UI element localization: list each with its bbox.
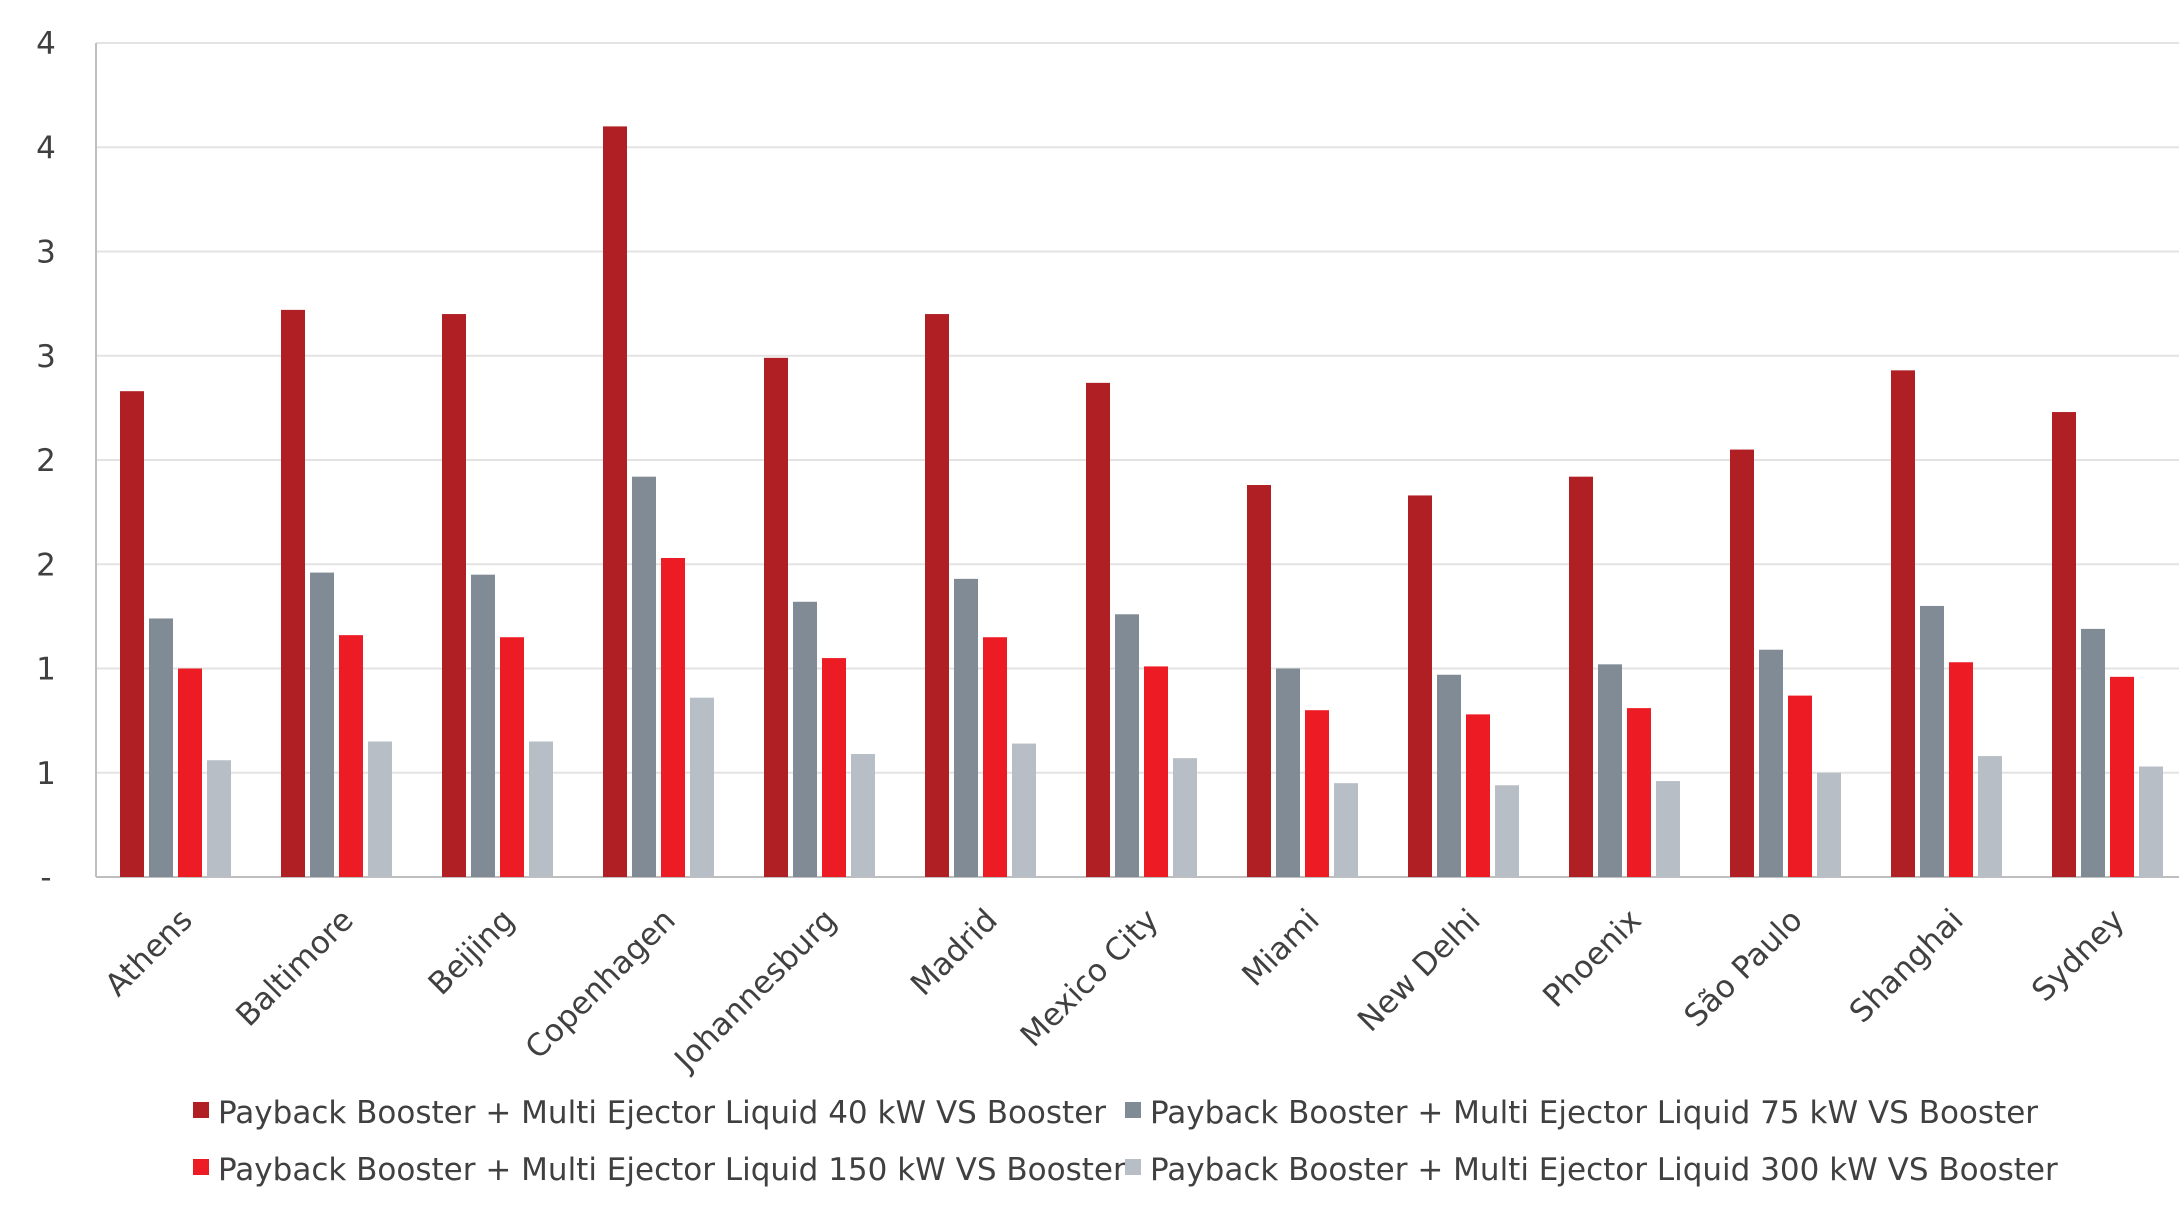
bar-3 (1949, 662, 1973, 877)
bar-1 (1408, 495, 1432, 877)
x-category-label: Phoenix (1536, 902, 1648, 1014)
bar-3 (500, 637, 524, 877)
legend-swatch (1125, 1159, 1141, 1175)
bar-2 (310, 572, 334, 877)
bar-4 (1978, 756, 2002, 877)
bar-1 (1730, 449, 1754, 877)
x-category-label: Beijing (422, 902, 522, 1002)
bar-1 (764, 357, 788, 878)
x-category-label: Baltimore (229, 902, 360, 1033)
x-category-label: Athens (98, 902, 199, 1003)
bar-4 (529, 741, 553, 877)
bar-4 (2139, 766, 2163, 877)
bar-2 (1759, 649, 1783, 877)
x-category-label: São Paulo (1677, 902, 1809, 1034)
legend-swatch (1125, 1102, 1141, 1118)
bar-1 (281, 309, 305, 877)
bar-2 (954, 578, 978, 877)
bar-4 (1173, 758, 1197, 877)
y-tick-label: 3 (36, 235, 56, 271)
x-category-label: Madrid (904, 902, 1005, 1003)
legend-label: Payback Booster + Multi Ejector Liquid 4… (218, 1095, 1106, 1131)
y-tick-label: 1 (36, 652, 56, 688)
bar-1 (1247, 485, 1271, 877)
bar-2 (1115, 614, 1139, 877)
bar-1 (1891, 370, 1915, 877)
x-category-label: Mexico City (1014, 902, 1166, 1054)
bar-3 (1466, 714, 1490, 877)
bar-3 (178, 668, 202, 877)
bar-3 (339, 635, 363, 877)
bar-3 (983, 637, 1007, 877)
bar-4 (1817, 772, 1841, 877)
bar-2 (471, 574, 495, 877)
x-category-label: Miami (1235, 902, 1326, 993)
bar-2 (1920, 605, 1944, 877)
bar-1 (925, 314, 949, 877)
bar-4 (368, 741, 392, 877)
bar-1 (603, 126, 627, 877)
bar-2 (149, 618, 173, 877)
bar-3 (661, 557, 685, 877)
bar-4 (207, 760, 231, 877)
y-tick-label: 2 (36, 547, 56, 583)
y-tick-label: - (40, 860, 51, 896)
x-category-label: Sydney (2025, 902, 2132, 1009)
y-tick-label: 4 (36, 26, 56, 62)
bar-2 (1598, 664, 1622, 877)
bar-2 (1276, 668, 1300, 877)
bar-3 (2110, 676, 2134, 877)
bar-1 (1569, 476, 1593, 877)
bar-4 (1495, 785, 1519, 877)
bar-4 (690, 697, 714, 877)
legend-label: Payback Booster + Multi Ejector Liquid 3… (1150, 1152, 2058, 1188)
x-category-label: Copenhagen (519, 902, 683, 1066)
bar-4 (851, 753, 875, 877)
bar-2 (632, 476, 656, 877)
y-tick-label: 4 (36, 130, 56, 166)
bar-1 (120, 391, 144, 877)
bar-4 (1012, 743, 1036, 877)
bar-4 (1334, 783, 1358, 877)
y-tick-label: 2 (36, 443, 56, 479)
legend-label: Payback Booster + Multi Ejector Liquid 7… (1150, 1095, 2038, 1131)
bar-2 (2081, 628, 2105, 877)
y-tick-label: 3 (36, 339, 56, 375)
x-category-label: Johannesburg (667, 902, 844, 1079)
bar-3 (1305, 710, 1329, 877)
y-tick-label: 1 (36, 756, 56, 792)
legend-swatch (193, 1159, 209, 1175)
bar-3 (1144, 666, 1168, 877)
bar-2 (793, 601, 817, 877)
legend-swatch (193, 1102, 209, 1118)
bar-3 (822, 658, 846, 877)
x-category-label: Shanghai (1843, 902, 1971, 1030)
bar-1 (2052, 412, 2076, 877)
bar-1 (1086, 382, 1110, 877)
bar-2 (1437, 674, 1461, 877)
bar-3 (1627, 708, 1651, 877)
bar-4 (1656, 781, 1680, 877)
legend-label: Payback Booster + Multi Ejector Liquid 1… (218, 1152, 1126, 1188)
bar-1 (442, 314, 466, 877)
x-category-label: New Delhi (1351, 902, 1488, 1039)
bar-3 (1788, 695, 1812, 877)
